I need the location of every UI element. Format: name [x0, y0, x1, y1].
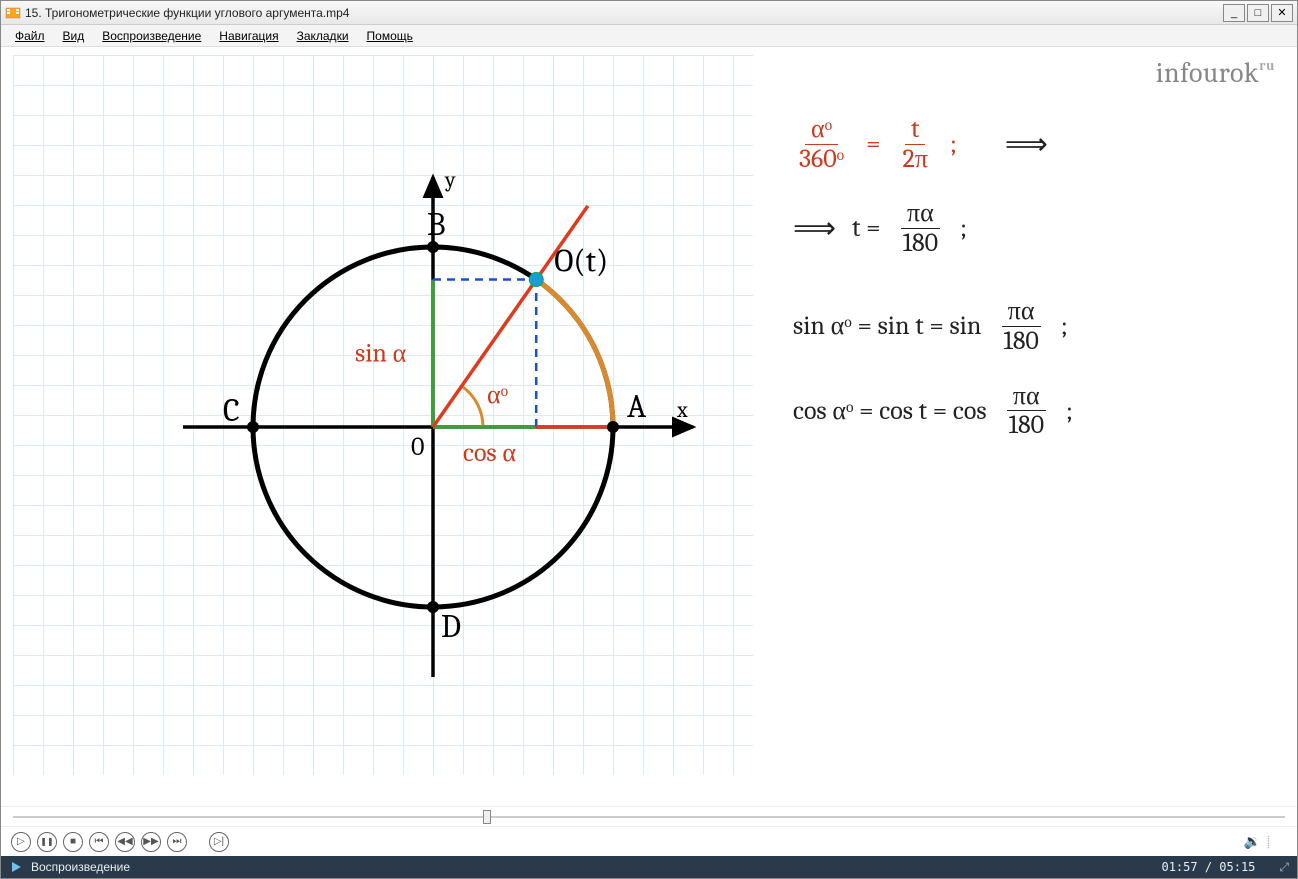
svg-text:y: y	[444, 167, 456, 193]
frac-t-2pi: t 2π	[897, 115, 934, 173]
statusbar: Воспроизведение 01:57 / 05:15 ⤢	[1, 856, 1297, 878]
svg-text:A: A	[627, 388, 647, 425]
frac-pialpha-180-c: πα 180	[1003, 382, 1050, 440]
menu-playback[interactable]: Воспроизведение	[94, 27, 209, 45]
svg-text:αᵒ: αᵒ	[487, 380, 509, 410]
play-button[interactable]: ▷	[11, 832, 31, 852]
window-title: 15. Тригонометрические функции углового …	[25, 6, 1217, 20]
svg-text:x: x	[676, 397, 688, 423]
next-button[interactable]: ⏭	[167, 832, 187, 852]
rewind-button[interactable]: ◀◀	[115, 832, 135, 852]
unit-circle-diagram: A B C D O(t) y x 0 sin α cos α αᵒ	[13, 55, 753, 775]
menu-view[interactable]: Вид	[55, 27, 93, 45]
menu-help[interactable]: Помощь	[359, 27, 421, 45]
minimize-button[interactable]: _	[1223, 4, 1245, 22]
app-icon	[5, 5, 21, 21]
volume-icon[interactable]: 🔉	[1244, 833, 1261, 850]
playback-controls: ▷ ❚❚ ■ ⏮ ◀◀ ▶▶ ⏭ ▷| 🔉 ⸽	[1, 826, 1297, 856]
video-content: A B C D O(t) y x 0 sin α cos α αᵒ infourokru αᵒ 36…	[1, 47, 1297, 806]
seek-thumb[interactable]	[483, 810, 491, 824]
menu-bookmarks[interactable]: Закладки	[289, 27, 357, 45]
equations-panel: infourokru αᵒ 360ᵒ = t 2π ; ⟹ ⟹ t =	[753, 55, 1285, 798]
menu-navigation[interactable]: Навигация	[211, 27, 286, 45]
implies-icon: ⟹	[793, 211, 836, 246]
svg-text:O(t): O(t)	[554, 243, 608, 280]
forward-button[interactable]: ▶▶	[141, 832, 161, 852]
svg-text:0: 0	[411, 432, 424, 462]
playing-icon	[9, 860, 23, 874]
svg-text:D: D	[441, 608, 461, 645]
svg-text:B: B	[427, 206, 446, 243]
pause-button[interactable]: ❚❚	[37, 832, 57, 852]
diagram-svg: A B C D O(t) y x 0 sin α cos α αᵒ	[13, 55, 753, 775]
seek-bar[interactable]	[1, 806, 1297, 826]
status-time: 01:57 / 05:15	[1161, 860, 1255, 874]
frac-alpha-360: αᵒ 360ᵒ	[793, 115, 850, 173]
logo: infourokru	[1156, 57, 1275, 89]
window-titlebar: 15. Тригонометрические функции углового …	[1, 1, 1297, 25]
close-button[interactable]: ✕	[1271, 4, 1293, 22]
frac-pialpha-180-b: πα 180	[997, 297, 1044, 355]
status-text: Воспроизведение	[31, 860, 130, 874]
seek-track	[13, 816, 1285, 818]
step-button[interactable]: ▷|	[209, 832, 229, 852]
prev-button[interactable]: ⏮	[89, 832, 109, 852]
svg-text:cos α: cos α	[463, 438, 516, 468]
expand-icon[interactable]: ⤢	[1279, 860, 1289, 875]
svg-text:C: C	[223, 392, 240, 429]
implies-icon: ⟹	[1005, 127, 1048, 162]
stop-button[interactable]: ■	[63, 832, 83, 852]
menu-file[interactable]: Файл	[7, 27, 53, 45]
maximize-button[interactable]: □	[1247, 4, 1269, 22]
svg-text:sin α: sin α	[355, 338, 407, 368]
menubar: Файл Вид Воспроизведение Навигация Закла…	[1, 25, 1297, 47]
vol-divider: ⸽	[1267, 833, 1287, 850]
frac-pialpha-180-a: πα 180	[897, 199, 944, 257]
